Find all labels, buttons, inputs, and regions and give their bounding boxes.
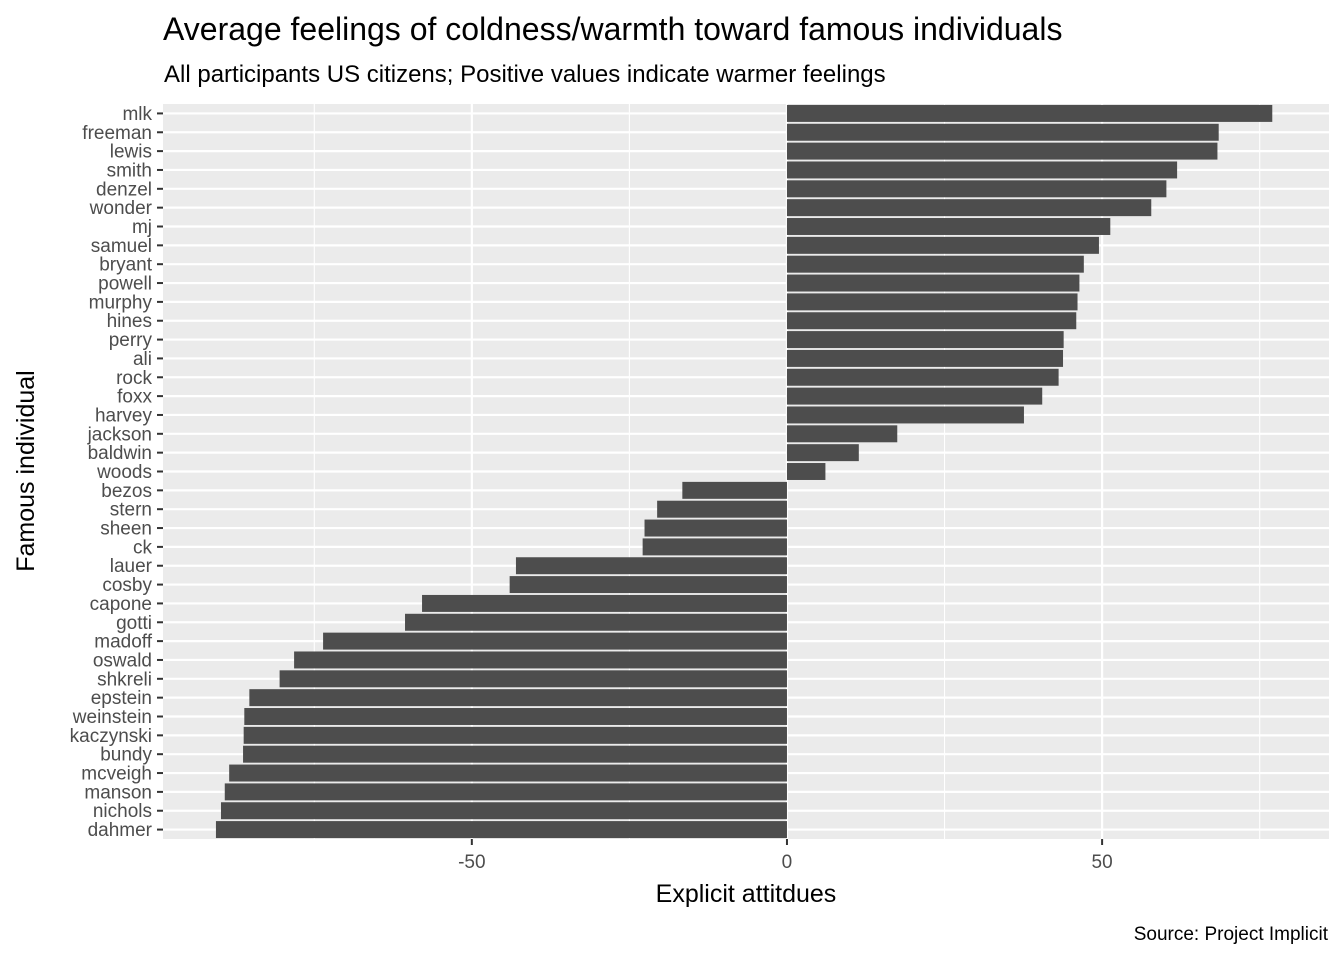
y-tick-label: cosby <box>102 575 152 596</box>
bar-gotti <box>405 613 787 631</box>
x-tick-label: 50 <box>1092 852 1113 873</box>
bar-stern <box>657 500 787 518</box>
bar-lauer <box>515 557 787 575</box>
bar-oswald <box>294 651 787 669</box>
y-tick-label: bundy <box>100 745 152 766</box>
y-tick-label: mlk <box>122 104 152 125</box>
y-axis: mlkfreemanlewissmithdenzelwondermjsamuel… <box>70 104 163 841</box>
bar-woods <box>786 463 826 480</box>
x-tick-label: 0 <box>782 852 793 873</box>
bar-baldwin <box>786 444 859 462</box>
bar-denzel <box>786 180 1167 198</box>
x-tick-label: -50 <box>458 852 485 873</box>
bar-mlk <box>786 104 1273 122</box>
bar-freeman <box>786 123 1219 141</box>
bar-samuel <box>786 236 1099 254</box>
y-tick-label: oswald <box>93 650 152 671</box>
bar-kaczynski <box>243 726 787 744</box>
chart-subtitle: All participants US citizens; Positive v… <box>164 61 886 88</box>
y-tick-label: weinstein <box>72 707 152 728</box>
x-axis: -50 0 50 <box>458 839 1113 873</box>
y-tick-label: jackson <box>87 424 152 445</box>
bar-nichols <box>220 802 787 820</box>
y-tick-label: smith <box>107 160 152 181</box>
bar-ali <box>786 349 1064 367</box>
y-tick-label: foxx <box>117 387 152 408</box>
bar-rock <box>786 368 1059 386</box>
y-tick-label: kaczynski <box>70 726 152 747</box>
y-tick-label: nichols <box>93 801 152 822</box>
y-tick-label: baldwin <box>88 443 152 464</box>
bar-harvey <box>786 406 1024 424</box>
bar-mj <box>786 218 1111 235</box>
y-tick-label: woods <box>96 462 152 483</box>
bar-weinstein <box>244 708 787 725</box>
y-tick-label: hines <box>107 311 152 332</box>
y-tick-label: stern <box>110 500 152 521</box>
y-tick-label: sheen <box>100 519 152 540</box>
bar-capone <box>422 594 787 612</box>
y-tick-label: manson <box>84 782 152 803</box>
bar-bundy <box>243 745 787 763</box>
bars <box>215 104 1273 839</box>
bar-foxx <box>786 387 1043 405</box>
y-tick-label: bryant <box>99 255 153 276</box>
y-tick-label: lauer <box>110 556 153 577</box>
bar-bezos <box>682 481 787 499</box>
bar-madoff <box>323 632 787 650</box>
y-tick-label: murphy <box>89 292 153 313</box>
chart-caption: Source: Project Implicit <box>1134 924 1329 945</box>
y-tick-label: madoff <box>94 632 152 653</box>
bar-cosby <box>509 576 787 594</box>
bar-jackson <box>786 425 898 443</box>
y-tick-label: wonder <box>89 198 153 219</box>
bar-wonder <box>786 199 1152 217</box>
y-tick-label: mj <box>132 217 152 238</box>
bar-shkreli <box>279 670 787 688</box>
bar-powell <box>786 274 1080 292</box>
bar-bryant <box>786 255 1084 273</box>
bar-perry <box>786 331 1064 349</box>
y-tick-label: capone <box>90 594 152 615</box>
y-tick-label: harvey <box>95 405 153 426</box>
bar-ck <box>642 538 787 556</box>
bar-smith <box>786 161 1178 179</box>
bar-dahmer <box>215 821 787 839</box>
bar-lewis <box>786 142 1218 160</box>
y-tick-label: gotti <box>116 613 152 634</box>
y-tick-label: dahmer <box>88 820 153 841</box>
y-tick-label: powell <box>98 274 152 295</box>
y-tick-label: denzel <box>96 179 152 200</box>
chart-title: Average feelings of coldness/warmth towa… <box>163 11 1062 47</box>
y-tick-label: mcveigh <box>81 764 152 785</box>
x-axis-title: Explicit attitdues <box>656 880 837 908</box>
bar-murphy <box>786 293 1078 311</box>
bar-manson <box>224 783 787 801</box>
y-tick-label: perry <box>109 330 153 351</box>
bar-hines <box>786 312 1077 330</box>
bar-epstein <box>249 689 787 707</box>
y-tick-label: lewis <box>110 142 152 163</box>
y-tick-label: rock <box>116 368 152 389</box>
y-tick-label: samuel <box>91 236 152 257</box>
y-tick-label: shkreli <box>97 669 152 690</box>
bar-mcveigh <box>229 764 787 782</box>
y-tick-label: bezos <box>101 481 152 502</box>
y-tick-label: freeman <box>82 123 152 144</box>
y-tick-label: epstein <box>91 688 152 709</box>
bar-sheen <box>644 519 787 537</box>
y-tick-label: ali <box>133 349 152 370</box>
y-tick-label: ck <box>133 537 153 558</box>
y-axis-title: Famous individual <box>12 370 40 572</box>
